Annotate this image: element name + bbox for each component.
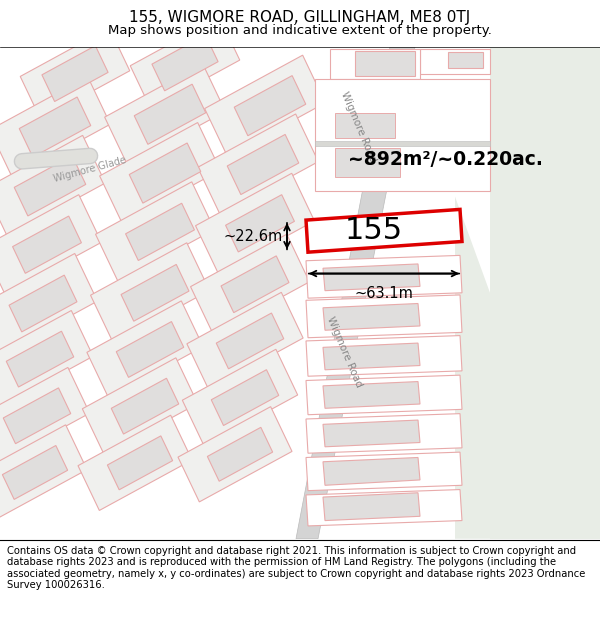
Polygon shape (335, 149, 400, 178)
Polygon shape (196, 173, 314, 273)
Polygon shape (91, 242, 209, 343)
Polygon shape (191, 234, 310, 334)
Polygon shape (323, 264, 420, 291)
Polygon shape (306, 209, 462, 252)
Polygon shape (78, 415, 192, 511)
Polygon shape (330, 49, 420, 79)
Polygon shape (20, 28, 130, 119)
Polygon shape (306, 414, 462, 453)
Polygon shape (323, 304, 420, 330)
Polygon shape (335, 113, 395, 138)
Polygon shape (111, 378, 179, 434)
Text: Wigmore Road: Wigmore Road (325, 315, 364, 389)
Polygon shape (306, 336, 462, 376)
Text: Wigmore Road: Wigmore Road (338, 90, 377, 164)
Polygon shape (226, 194, 295, 252)
Polygon shape (315, 141, 490, 146)
Polygon shape (221, 256, 289, 312)
Polygon shape (306, 256, 462, 298)
Polygon shape (323, 420, 420, 447)
Polygon shape (0, 425, 87, 520)
Polygon shape (152, 35, 218, 91)
Polygon shape (306, 452, 462, 491)
Polygon shape (227, 134, 299, 194)
Polygon shape (87, 301, 203, 398)
Polygon shape (197, 114, 319, 215)
Polygon shape (315, 79, 490, 191)
Polygon shape (182, 349, 298, 446)
Polygon shape (121, 264, 189, 321)
Polygon shape (19, 97, 91, 157)
Polygon shape (216, 313, 284, 369)
Polygon shape (211, 370, 279, 426)
Polygon shape (296, 47, 415, 539)
Text: Wigmore Glade: Wigmore Glade (53, 156, 127, 184)
Polygon shape (134, 84, 206, 144)
Text: 155: 155 (345, 216, 403, 245)
Polygon shape (9, 275, 77, 332)
Text: ~892m²/~0.220ac.: ~892m²/~0.220ac. (347, 149, 542, 169)
Polygon shape (104, 64, 226, 165)
Polygon shape (323, 458, 420, 485)
Text: Contains OS data © Crown copyright and database right 2021. This information is : Contains OS data © Crown copyright and d… (7, 546, 586, 591)
Polygon shape (125, 203, 194, 261)
Text: ~22.6m: ~22.6m (224, 229, 283, 244)
Polygon shape (3, 388, 71, 444)
Polygon shape (355, 51, 415, 76)
Polygon shape (42, 46, 108, 101)
Polygon shape (0, 311, 93, 408)
Polygon shape (323, 343, 420, 370)
Polygon shape (14, 156, 86, 216)
Polygon shape (0, 76, 110, 178)
Polygon shape (490, 47, 600, 539)
Polygon shape (187, 292, 303, 389)
Polygon shape (116, 322, 184, 378)
Polygon shape (208, 428, 272, 481)
Polygon shape (100, 122, 220, 224)
Polygon shape (178, 407, 292, 502)
Polygon shape (306, 375, 462, 415)
Polygon shape (0, 194, 101, 295)
Polygon shape (13, 216, 82, 273)
Polygon shape (130, 18, 240, 109)
Polygon shape (323, 382, 420, 408)
Polygon shape (323, 492, 420, 521)
Polygon shape (129, 143, 201, 203)
Polygon shape (0, 368, 89, 464)
Polygon shape (82, 357, 197, 454)
Polygon shape (0, 254, 97, 354)
Text: ~63.1m: ~63.1m (355, 286, 413, 301)
Polygon shape (0, 136, 106, 236)
Polygon shape (306, 295, 462, 338)
Polygon shape (2, 446, 68, 499)
Text: Map shows position and indicative extent of the property.: Map shows position and indicative extent… (108, 24, 492, 36)
Polygon shape (234, 76, 306, 136)
Polygon shape (306, 489, 462, 526)
Polygon shape (107, 436, 173, 490)
Polygon shape (448, 52, 483, 68)
Polygon shape (420, 49, 490, 74)
Polygon shape (95, 182, 214, 282)
Text: 155, WIGMORE ROAD, GILLINGHAM, ME8 0TJ: 155, WIGMORE ROAD, GILLINGHAM, ME8 0TJ (130, 10, 470, 25)
Polygon shape (455, 197, 490, 539)
Polygon shape (6, 331, 74, 387)
Polygon shape (205, 55, 325, 156)
